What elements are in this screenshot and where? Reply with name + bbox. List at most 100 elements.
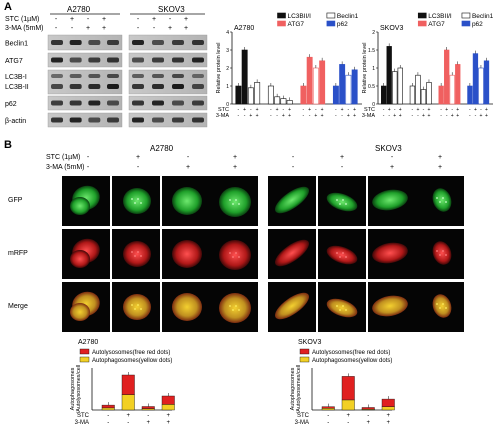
x-sign: +: [166, 420, 170, 426]
blot-strip: [47, 52, 123, 68]
x-sign: +: [393, 113, 396, 119]
bar: [241, 49, 248, 105]
blot-band: [152, 117, 164, 123]
bar-yellow: [141, 408, 155, 411]
blot-band: [172, 117, 184, 123]
puncta: [232, 203, 234, 205]
x-sign: -: [469, 113, 471, 119]
x-sign: -: [238, 113, 240, 119]
sign-stc: -: [55, 16, 58, 23]
puncta: [134, 308, 136, 310]
x-sign: -: [475, 113, 477, 119]
sign-3ma: +: [233, 164, 237, 171]
blot-band: [107, 57, 119, 63]
bar: [455, 64, 461, 105]
sign-stc: -: [187, 154, 190, 161]
blot-band: [107, 40, 119, 45]
puncta: [131, 304, 133, 306]
blot-band: [51, 40, 63, 45]
legend-label: Beclin1: [337, 13, 359, 20]
x-sign: +: [474, 107, 477, 113]
x-sign: +: [321, 107, 324, 113]
bar-red: [121, 374, 135, 395]
micro-row-label: mRFP: [8, 250, 28, 257]
bar: [483, 60, 490, 105]
puncta: [439, 254, 441, 256]
x-row-label: 3-MA: [362, 113, 375, 119]
legend-swatch: [417, 20, 427, 27]
puncta: [439, 307, 441, 309]
x-sign: +: [451, 113, 454, 119]
puncta: [140, 308, 142, 310]
puncta: [131, 198, 133, 200]
x-sign: +: [346, 413, 350, 419]
bar: [247, 87, 254, 105]
x-sign: -: [327, 420, 329, 426]
blot-band: [132, 57, 144, 63]
legend-swatch: [326, 20, 336, 27]
micro-skov3-title: SKOV3: [375, 144, 402, 153]
puncta: [442, 250, 444, 252]
y-axis-label: /Autolysosomes/cell: [76, 365, 82, 414]
x-row-label: STC: [77, 413, 90, 419]
puncta: [229, 252, 231, 254]
puncta: [134, 202, 136, 204]
x-sign: +: [308, 107, 311, 113]
bar: [472, 53, 479, 105]
micro-row-label: GFP: [8, 197, 23, 204]
puncta: [439, 201, 441, 203]
sign-3ma: -: [55, 25, 58, 32]
bar-red: [381, 398, 395, 407]
x-sign: -: [446, 113, 448, 119]
cell: [274, 239, 310, 267]
bar: [300, 85, 307, 105]
puncta: [336, 199, 338, 201]
x-sign: -: [303, 107, 305, 113]
sign-stc: +: [70, 16, 74, 23]
y-tick-label: 0: [372, 102, 375, 108]
micro-a2780-title: A2780: [150, 144, 174, 153]
puncta: [235, 252, 237, 254]
cell: [172, 187, 202, 215]
blot-band: [69, 100, 82, 106]
y-axis-label: Autophagosomes: [290, 367, 296, 410]
y-tick-label: 1: [372, 66, 375, 72]
x-sign: +: [256, 107, 259, 113]
cell: [123, 241, 151, 267]
cell: [219, 240, 251, 270]
cell: [372, 295, 408, 317]
legend-swatch: [277, 20, 286, 27]
puncta: [445, 307, 447, 309]
cell: [274, 292, 310, 320]
legend-label: ATG7: [428, 21, 445, 28]
x-sign: +: [288, 113, 291, 119]
x-sign: -: [303, 113, 305, 119]
blot-band: [192, 117, 204, 123]
cell: [326, 245, 358, 265]
chart-title: SKOV3: [380, 25, 403, 32]
sign-3ma: -: [71, 25, 74, 32]
puncta: [336, 252, 338, 254]
sign-3ma: +: [438, 164, 442, 171]
bar-yellow: [381, 406, 395, 411]
sign-3ma: +: [86, 25, 90, 32]
blot-band: [132, 100, 144, 106]
blot-label: LC3B-I: [5, 74, 27, 81]
x-sign: +: [276, 107, 279, 113]
x-sign: -: [423, 107, 425, 113]
blot-band: [192, 74, 204, 78]
cell: [172, 293, 202, 321]
sign-3ma: -: [292, 164, 295, 171]
puncta: [137, 251, 139, 253]
puncta: [339, 309, 341, 311]
puncta: [134, 255, 136, 257]
puncta: [342, 305, 344, 307]
y-tick-label: 2: [372, 30, 375, 36]
cell: [274, 186, 310, 214]
bar-yellow: [121, 394, 135, 411]
panel-a-stc-label: STC (1µM): [5, 16, 39, 23]
y-axis-label: /Autolysosomes/cell: [296, 365, 302, 414]
legend-label: Autophagosomes(yellow dots): [312, 358, 392, 364]
bar-yellow: [101, 407, 115, 411]
